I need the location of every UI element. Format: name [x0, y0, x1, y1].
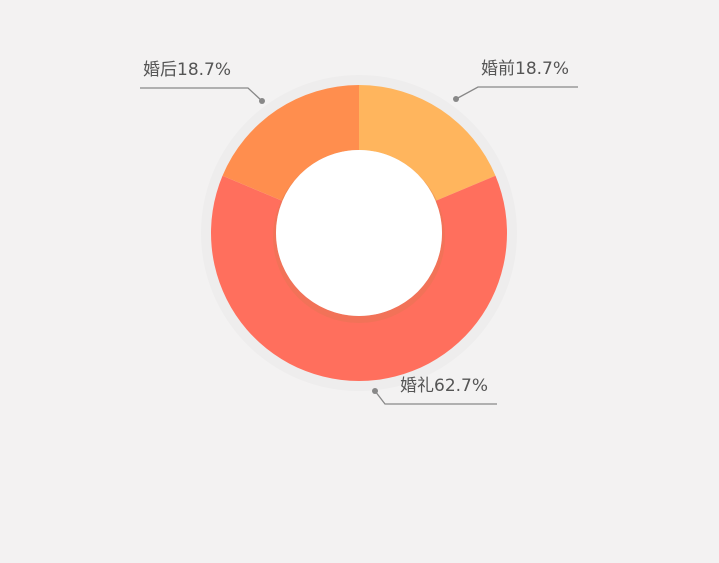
- leader-line-婚后: [140, 87, 263, 102]
- slice-label-婚前: 婚前18.7%: [453, 59, 578, 102]
- slice-label-婚后: 婚后18.7%: [140, 60, 265, 104]
- leader-dot-婚礼: [372, 388, 378, 394]
- leader-dot-婚后: [259, 98, 265, 104]
- donut-slice-婚后[interactable]: [222, 85, 359, 201]
- leader-line-婚礼: [374, 390, 497, 405]
- donut-center: [276, 150, 442, 316]
- slice-labels: 婚前18.7% 婚礼62.7% 婚后18.7%: [140, 59, 578, 405]
- data-label-婚前: 婚前18.7%: [481, 59, 569, 79]
- slice-label-婚礼: 婚礼62.7%: [372, 376, 497, 405]
- data-label-婚后: 婚后18.7%: [143, 60, 231, 80]
- donut-slice-婚前[interactable]: [359, 85, 496, 201]
- data-label-婚礼: 婚礼62.7%: [400, 376, 488, 396]
- donut-slices: [211, 85, 507, 381]
- leader-line-婚前: [455, 86, 578, 100]
- donut-slice-婚礼[interactable]: [211, 175, 507, 381]
- leader-dot-婚前: [453, 96, 459, 102]
